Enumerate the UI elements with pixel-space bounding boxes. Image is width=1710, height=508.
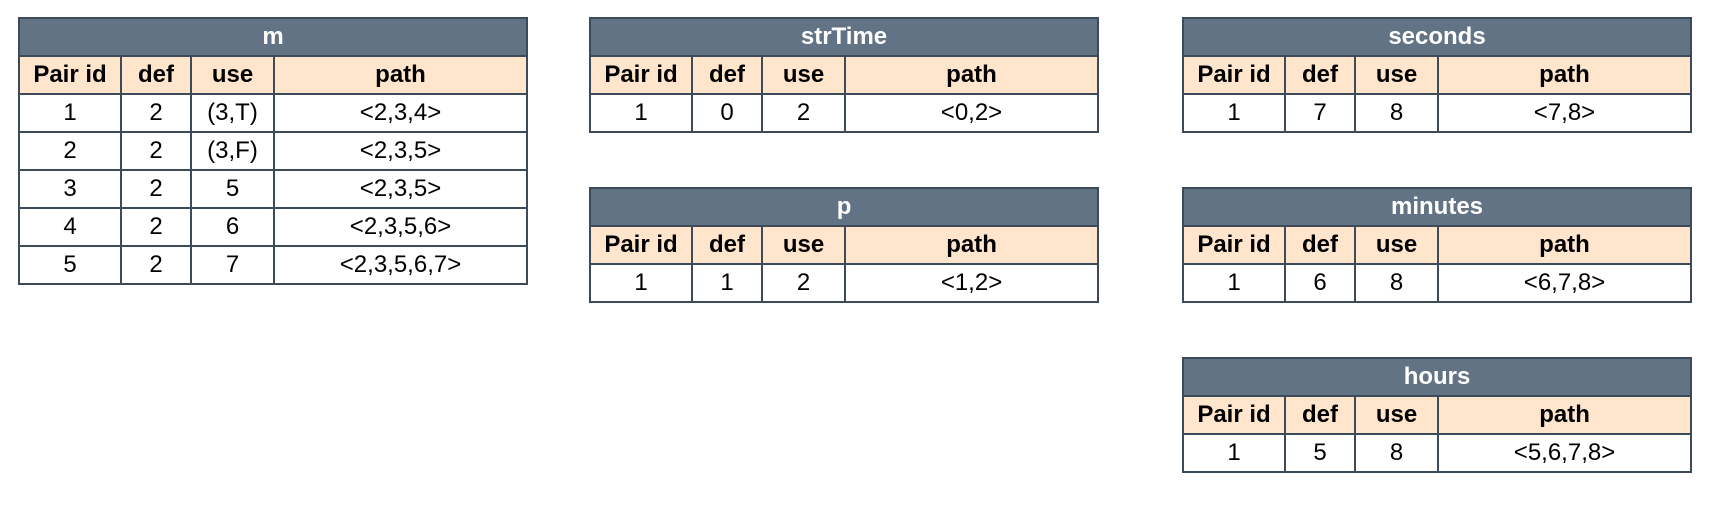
column-header-def: def xyxy=(1284,395,1356,435)
column-header-def: def xyxy=(691,55,763,95)
table-title: minutes xyxy=(1181,187,1693,227)
cell-use: (3,F) xyxy=(190,131,275,171)
column-header-path: path xyxy=(272,55,529,95)
column-header-def: def xyxy=(120,55,192,95)
cell-use: (3,T) xyxy=(190,93,275,133)
column-header-path: path xyxy=(1436,395,1693,435)
cell-def: 2 xyxy=(120,207,192,247)
column-header-path: path xyxy=(1437,55,1692,95)
cell-use: 7 xyxy=(190,245,275,285)
table-title: m xyxy=(17,17,529,57)
column-header-use: use xyxy=(1354,395,1439,435)
table-row: 1 7 8 <7,8> xyxy=(1182,93,1692,133)
cell-path: <6,7,8> xyxy=(1436,263,1693,303)
column-header-use: use xyxy=(761,55,846,95)
column-header-use: use xyxy=(761,225,846,265)
cell-def: 2 xyxy=(120,131,192,171)
cell-use: 5 xyxy=(190,169,275,209)
cell-pair-id: 1 xyxy=(589,263,693,303)
def-use-table-hours: hours Pair id def use path 1 5 8 <5,6,7,… xyxy=(1181,357,1693,473)
column-header-def: def xyxy=(1284,55,1356,95)
cell-path: <5,6,7,8> xyxy=(1436,433,1693,473)
table-row: 1 1 2 <1,2> xyxy=(589,263,1100,303)
cell-path: <1,2> xyxy=(843,263,1100,303)
cell-path: <2,3,5,6> xyxy=(272,207,529,247)
cell-pair-id: 1 xyxy=(589,93,693,133)
cell-pair-id: 2 xyxy=(18,131,122,171)
column-header-pair-id: Pair id xyxy=(589,55,693,95)
cell-pair-id: 1 xyxy=(18,93,122,133)
cell-path: <7,8> xyxy=(1437,93,1692,133)
cell-path: <2,3,5> xyxy=(272,131,529,171)
cell-def: 1 xyxy=(691,263,763,303)
cell-use: 8 xyxy=(1354,433,1439,473)
cell-pair-id: 1 xyxy=(1182,433,1286,473)
cell-def: 2 xyxy=(120,245,192,285)
cell-use: 2 xyxy=(761,263,846,303)
column-header-pair-id: Pair id xyxy=(1182,225,1286,265)
table-row: 1 5 8 <5,6,7,8> xyxy=(1182,433,1693,473)
column-header-def: def xyxy=(691,225,763,265)
def-use-table-m: m Pair id def use path 1 2 (3,T) <2,3,4>… xyxy=(17,17,529,285)
table-row: 4 2 6 <2,3,5,6> xyxy=(18,207,529,247)
cell-def: 6 xyxy=(1284,263,1356,303)
cell-path: <2,3,4> xyxy=(272,93,529,133)
table-title: strTime xyxy=(588,17,1100,57)
column-header-use: use xyxy=(1354,55,1439,95)
def-use-table-minutes: minutes Pair id def use path 1 6 8 <6,7,… xyxy=(1181,187,1693,303)
cell-pair-id: 5 xyxy=(18,245,122,285)
def-use-table-p: p Pair id def use path 1 1 2 <1,2> xyxy=(588,187,1100,303)
cell-use: 8 xyxy=(1354,263,1439,303)
table-row: 1 2 (3,T) <2,3,4> xyxy=(18,93,529,133)
cell-def: 7 xyxy=(1284,93,1356,133)
cell-path: <2,3,5,6,7> xyxy=(272,245,529,285)
table-row: 3 2 5 <2,3,5> xyxy=(18,169,529,209)
column-header-path: path xyxy=(843,55,1100,95)
cell-pair-id: 1 xyxy=(1182,263,1286,303)
def-use-table-strtime: strTime Pair id def use path 1 0 2 <0,2> xyxy=(588,17,1100,133)
table-row: 1 0 2 <0,2> xyxy=(589,93,1100,133)
column-header-pair-id: Pair id xyxy=(589,225,693,265)
cell-use: 6 xyxy=(190,207,275,247)
cell-pair-id: 3 xyxy=(18,169,122,209)
cell-pair-id: 4 xyxy=(18,207,122,247)
column-header-pair-id: Pair id xyxy=(1182,55,1286,95)
cell-path: <2,3,5> xyxy=(272,169,529,209)
cell-path: <0,2> xyxy=(843,93,1100,133)
cell-def: 5 xyxy=(1284,433,1356,473)
cell-def: 0 xyxy=(691,93,763,133)
column-header-use: use xyxy=(190,55,275,95)
table-row: 2 2 (3,F) <2,3,5> xyxy=(18,131,529,171)
cell-use: 8 xyxy=(1354,93,1439,133)
column-header-pair-id: Pair id xyxy=(18,55,122,95)
column-header-def: def xyxy=(1284,225,1356,265)
cell-def: 2 xyxy=(120,93,192,133)
cell-pair-id: 1 xyxy=(1182,93,1286,133)
def-use-table-seconds: seconds Pair id def use path 1 7 8 <7,8> xyxy=(1182,17,1692,133)
table-title: p xyxy=(588,187,1100,227)
column-header-pair-id: Pair id xyxy=(1182,395,1286,435)
cell-use: 2 xyxy=(761,93,846,133)
table-title: hours xyxy=(1181,357,1693,397)
table-title: seconds xyxy=(1182,17,1692,57)
table-row: 1 6 8 <6,7,8> xyxy=(1182,263,1693,303)
column-header-path: path xyxy=(1436,225,1693,265)
column-header-path: path xyxy=(843,225,1100,265)
cell-def: 2 xyxy=(120,169,192,209)
table-row: 5 2 7 <2,3,5,6,7> xyxy=(18,245,529,285)
column-header-use: use xyxy=(1354,225,1439,265)
